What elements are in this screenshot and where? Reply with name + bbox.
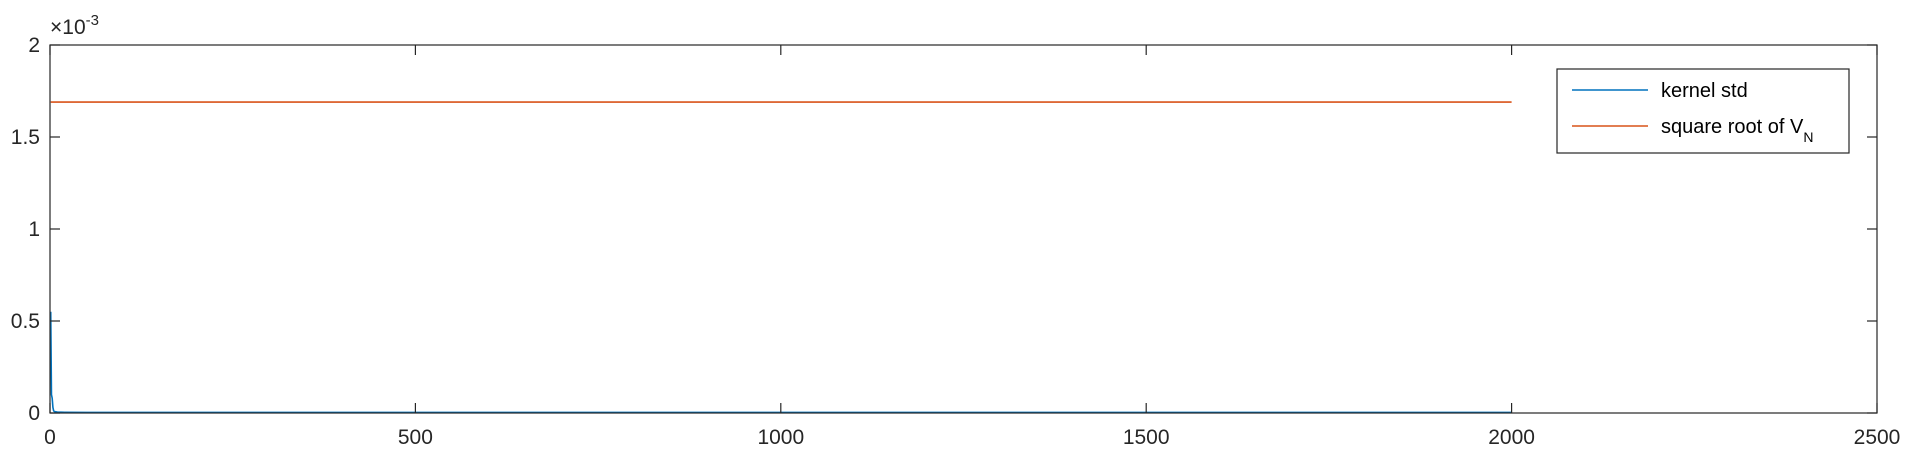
legend-box <box>1556 68 1850 154</box>
x-tick-label: 0 <box>44 426 56 449</box>
x-tick-label: 1000 <box>757 426 804 449</box>
legend: kernel std square root of VN <box>1556 68 1850 154</box>
y-tick-label: 1 <box>28 218 40 241</box>
tick-layer: 0 500 1000 1500 2000 2500 0 0.5 1 1.5 2 <box>11 34 1901 449</box>
x-tick-label: 2000 <box>1488 426 1535 449</box>
y-exponent-power: -3 <box>86 12 99 29</box>
y-tick-label: 2 <box>28 34 40 57</box>
y-exponent-label: ×10-3 <box>50 12 99 39</box>
x-tick-label: 500 <box>398 426 433 449</box>
y-tick-label: 0.5 <box>11 310 40 333</box>
legend-subscript: N <box>1803 129 1813 145</box>
y-tick-label: 1.5 <box>11 126 40 149</box>
legend-label-kernel-std: kernel std <box>1661 80 1748 102</box>
x-tick-label: 2500 <box>1854 426 1901 449</box>
legend-label-sqrt-vn: square root of VN <box>1661 116 1813 145</box>
x-tick-label: 1500 <box>1123 426 1170 449</box>
y-tick-label: 0 <box>28 402 40 425</box>
